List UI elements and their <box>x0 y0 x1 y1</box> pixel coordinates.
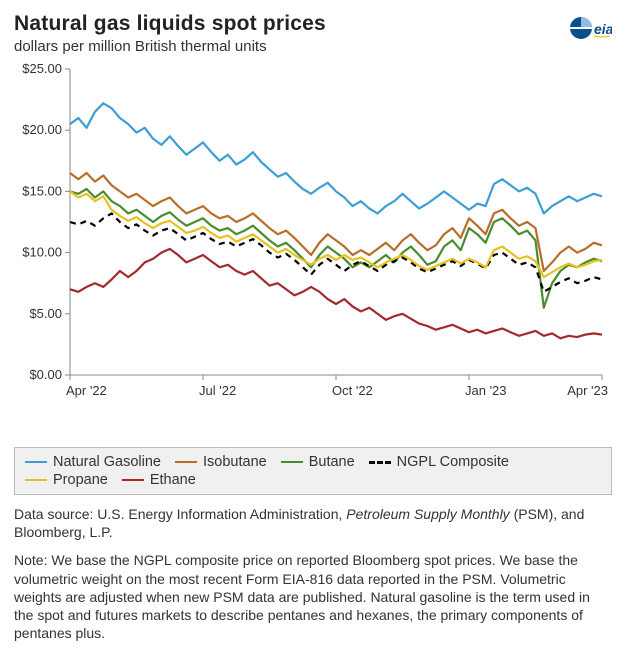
legend-label: Propane <box>53 472 108 488</box>
line-chart: $0.00 $5.00 $10.00 $15.00 $20.00 $25.00 Apr '2… <box>14 61 612 411</box>
legend-row: Natural Gasoline Isobutane Butane NGPL Comp… <box>25 454 601 490</box>
legend-swatch-icon <box>25 461 47 463</box>
series-line <box>70 249 602 338</box>
y-tick-label: $20.00 <box>22 122 62 137</box>
legend: Natural Gasoline Isobutane Butane NGPL Comp… <box>14 447 612 495</box>
legend-swatch-icon <box>25 479 47 481</box>
page: Natural gas liquids spot prices dollars … <box>0 0 626 664</box>
x-tick-label: Apr '22 <box>66 383 107 398</box>
chart-title: Natural gas liquids spot prices <box>14 12 562 36</box>
eia-logo-text: eia <box>594 21 612 37</box>
y-tick-label: $25.00 <box>22 61 62 76</box>
y-tick-label: $15.00 <box>22 183 62 198</box>
header: Natural gas liquids spot prices dollars … <box>14 12 612 55</box>
x-tick-label: Jan '23 <box>465 383 507 398</box>
source-italic: Petroleum Supply Monthly <box>346 506 509 522</box>
legend-item: Propane <box>25 472 108 488</box>
y-tick-label: $0.00 <box>29 367 62 382</box>
legend-label: Isobutane <box>203 454 267 470</box>
chart-area: $0.00 $5.00 $10.00 $15.00 $20.00 $25.00 Apr '2… <box>14 61 612 411</box>
legend-item: NGPL Composite <box>369 454 509 470</box>
legend-label: Butane <box>309 454 355 470</box>
legend-swatch-icon <box>175 461 197 463</box>
legend-label: Ethane <box>150 472 196 488</box>
chart-subtitle: dollars per million British thermal unit… <box>14 38 562 55</box>
legend-swatch-icon <box>281 461 303 463</box>
note-text: Note: We base the NGPL composite price o… <box>14 551 612 642</box>
legend-label: NGPL Composite <box>397 454 509 470</box>
source-prefix: Data source: U.S. Energy Information Adm… <box>14 506 346 522</box>
legend-item: Butane <box>281 454 355 470</box>
legend-label: Natural Gasoline <box>53 454 161 470</box>
eia-logo-icon: eia <box>568 12 612 48</box>
legend-item: Isobutane <box>175 454 267 470</box>
x-tick-label: Apr '23 <box>567 383 608 398</box>
data-source: Data source: U.S. Energy Information Adm… <box>14 505 612 541</box>
legend-swatch-icon <box>122 479 144 481</box>
legend-item: Natural Gasoline <box>25 454 161 470</box>
series-line <box>70 103 602 213</box>
series-line <box>70 173 602 271</box>
series-line <box>70 189 602 308</box>
x-tick-label: Jul '22 <box>199 383 236 398</box>
title-block: Natural gas liquids spot prices dollars … <box>14 12 562 55</box>
legend-item: Ethane <box>122 472 196 488</box>
legend-swatch-icon <box>369 461 391 464</box>
x-tick-label: Oct '22 <box>332 383 373 398</box>
y-tick-label: $5.00 <box>29 306 62 321</box>
y-tick-label: $10.00 <box>22 245 62 260</box>
